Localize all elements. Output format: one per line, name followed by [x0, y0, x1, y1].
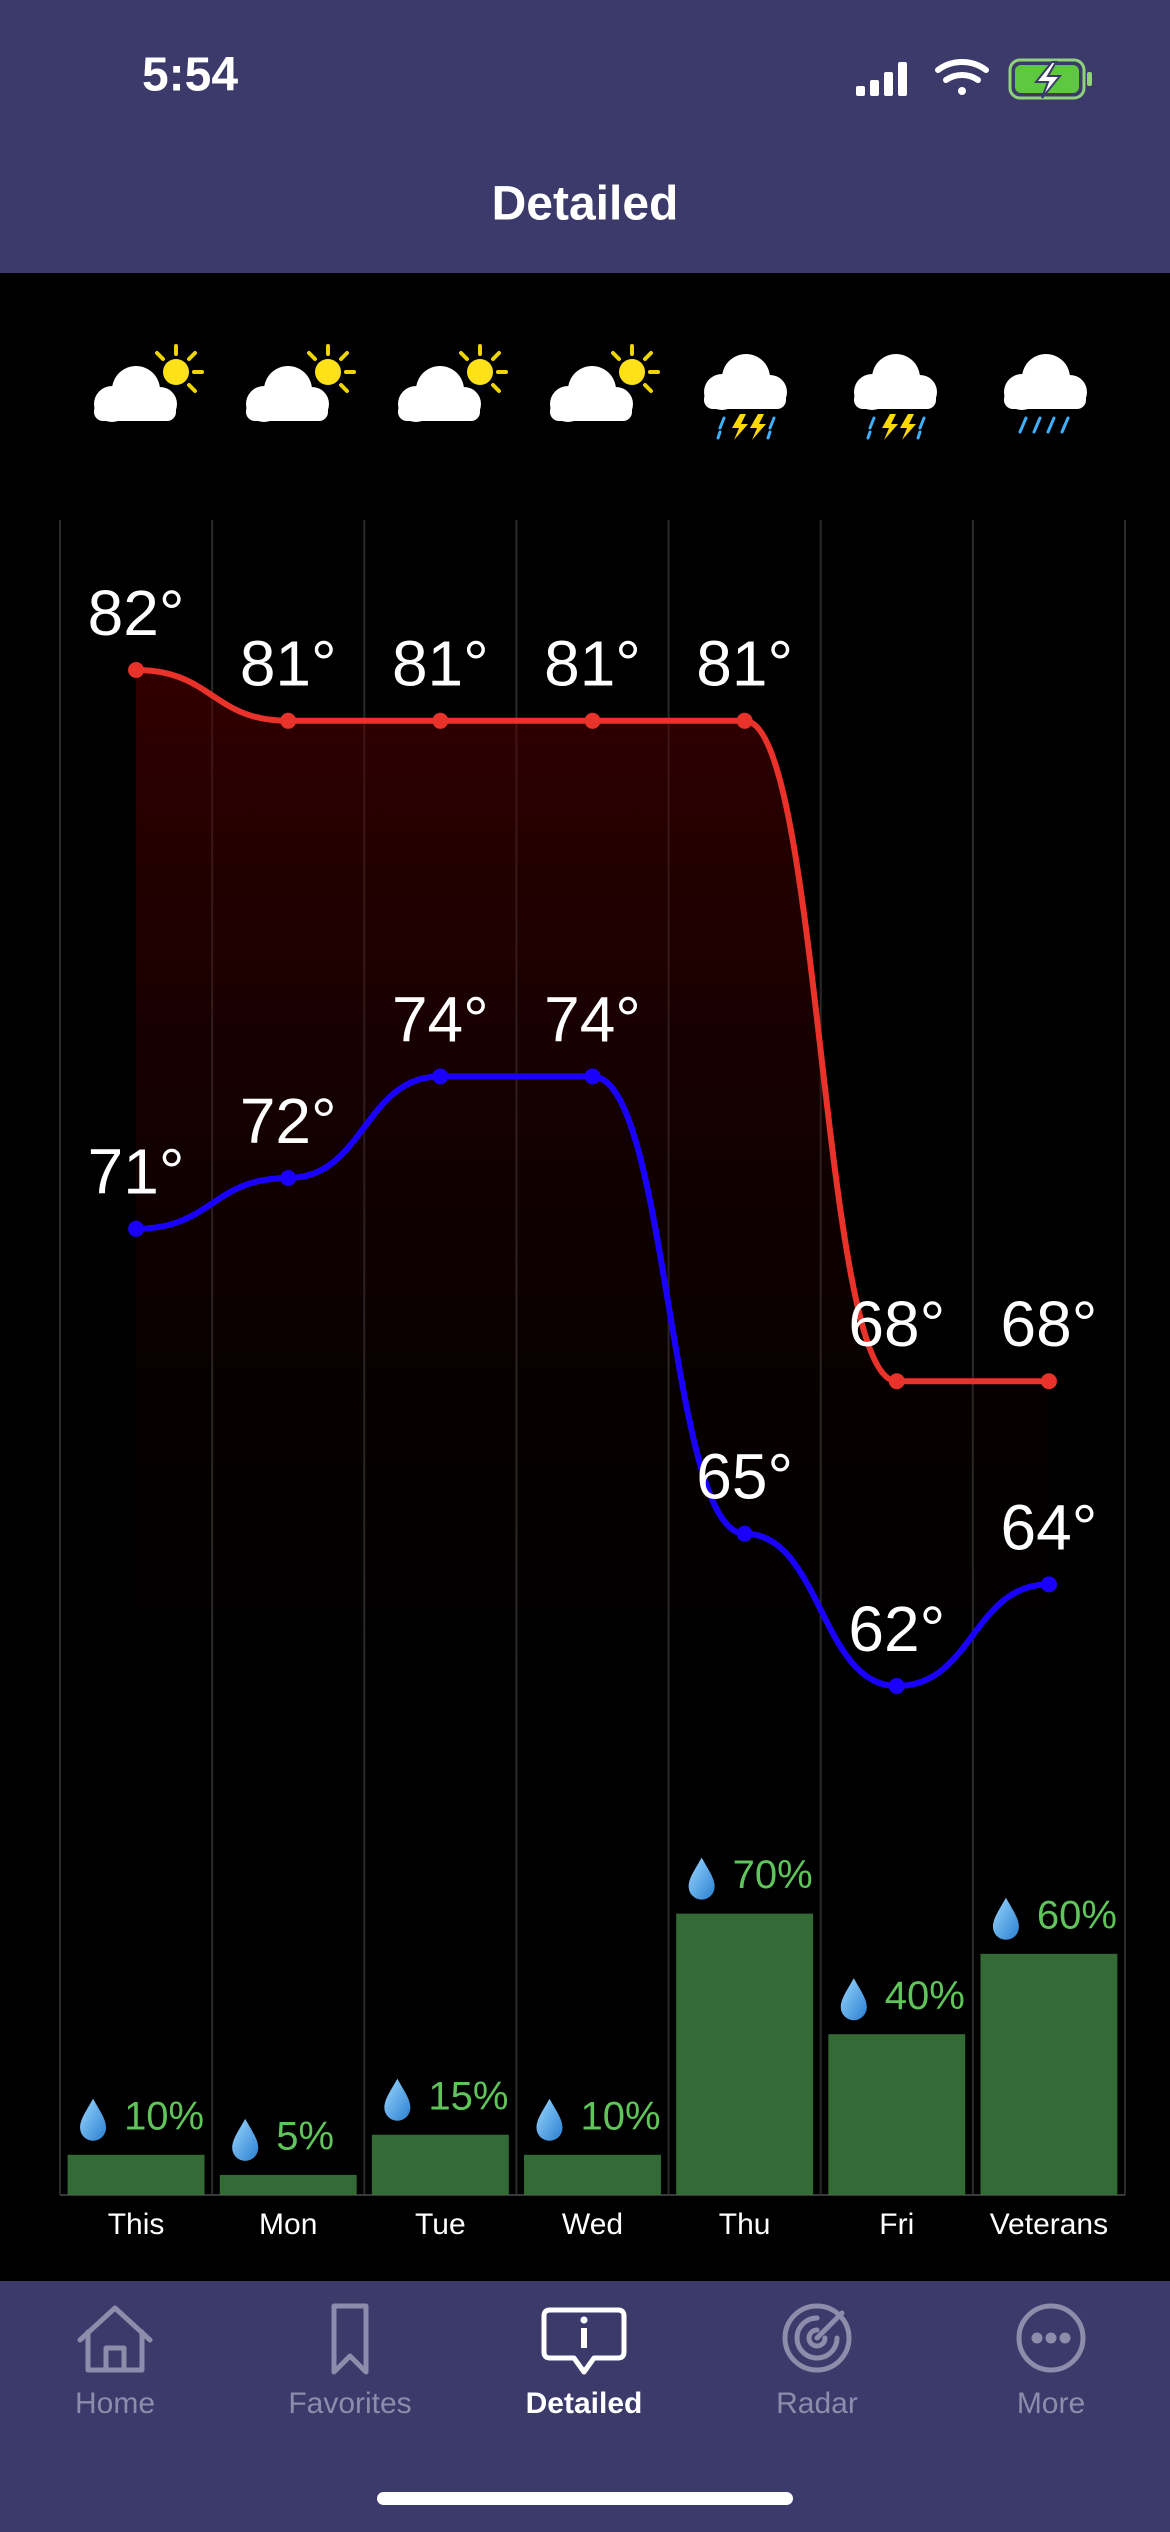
tab-label[interactable]: Home [75, 2387, 155, 2420]
drop-icon [384, 2078, 411, 2121]
chart: 82° 81° 81° 81° 81° 68° 68° 71° 72° 74° 74° 65° 62° 6… [59, 520, 1126, 2241]
tab-label[interactable]: Detailed [526, 2387, 643, 2420]
weather-icons [94, 346, 1087, 440]
x-label: Veterans [990, 2208, 1108, 2241]
weather-icon [246, 346, 354, 422]
x-label: Mon [259, 2208, 317, 2241]
precip-bar [676, 1913, 814, 2195]
precip-bar [219, 2174, 357, 2195]
precip-label: 70% [733, 1853, 813, 1897]
header-title: Detailed [492, 178, 679, 231]
home-indicator [377, 2492, 793, 2505]
temp-label: 68° [848, 1288, 945, 1360]
temp-point [432, 712, 449, 729]
temp-label: 81° [240, 628, 337, 700]
precip-label: 60% [1037, 1893, 1117, 1937]
temp-point [128, 1220, 145, 1237]
weather-icon [94, 346, 202, 422]
tab-icon-more [1016, 2303, 1086, 2373]
temp-label: 81° [392, 628, 489, 700]
wifi-icon [935, 59, 989, 95]
temp-label: 82° [88, 577, 185, 649]
tab-icon-detailed [541, 2307, 627, 2375]
battery-icon [1008, 58, 1092, 100]
temp-label: 65° [696, 1441, 793, 1513]
temp-point [280, 712, 297, 729]
drop-icon [688, 1857, 715, 1900]
precip-label: 5% [276, 2114, 334, 2158]
tab-labels: Home Favorites Detailed Radar More [75, 2387, 1085, 2420]
temp-point [888, 1678, 905, 1694]
tab-label[interactable]: Radar [776, 2387, 858, 2420]
high-area [136, 670, 1049, 1686]
tab-icon-favorites [331, 2303, 369, 2375]
temp-point [128, 662, 145, 678]
header-bg [0, 0, 1170, 273]
tab-label[interactable]: More [1017, 2387, 1085, 2420]
status-time: 5:54 [142, 49, 238, 102]
x-label: Fri [879, 2208, 914, 2241]
drop-icon [80, 2098, 107, 2141]
temp-point [432, 1068, 449, 1085]
x-label: Wed [562, 2208, 623, 2241]
precip-label: 10% [581, 2094, 661, 2138]
weather-icon [704, 354, 787, 440]
weather-icon [398, 346, 506, 422]
drop-icon [536, 2098, 563, 2141]
precip-label: 15% [428, 2074, 508, 2118]
drop-icon [232, 2118, 259, 2161]
temp-label: 81° [544, 628, 641, 700]
temp-label: 74° [392, 983, 489, 1055]
temp-point [280, 1170, 297, 1186]
temp-label: 81° [696, 628, 793, 700]
temp-label: 74° [544, 983, 641, 1055]
temp-point [1040, 1373, 1057, 1390]
temp-point [1040, 1576, 1057, 1593]
precip-label: 10% [124, 2094, 204, 2138]
temp-point [736, 712, 753, 729]
temp-label: 72° [240, 1085, 337, 1157]
temp-label: 62° [848, 1593, 945, 1665]
x-label: Tue [415, 2208, 466, 2241]
temp-label: 68° [1001, 1288, 1098, 1360]
precip-bar [371, 2134, 509, 2195]
weather-icon [550, 346, 658, 422]
x-label: This [108, 2208, 165, 2241]
x-label: Thu [719, 2208, 771, 2241]
weather-icon [854, 354, 937, 440]
drop-icon [992, 1897, 1019, 1940]
temp-point [584, 712, 601, 729]
temp-point [736, 1525, 753, 1542]
tab-icon-home [77, 2305, 153, 2373]
temp-label: 71° [88, 1136, 185, 1208]
tab-icon-radar [782, 2303, 852, 2373]
precip-bar [980, 1953, 1118, 2195]
precip-bar [524, 2154, 661, 2195]
signal-icon [856, 62, 907, 96]
temp-point [584, 1068, 601, 1085]
precip-bar [67, 2154, 205, 2195]
weather-icon [1004, 354, 1087, 432]
precip-bar [828, 2034, 966, 2195]
temp-label: 64° [1001, 1491, 1098, 1563]
drop-icon [840, 1978, 867, 2021]
precip-label: 40% [885, 1974, 965, 2018]
temp-point [888, 1373, 905, 1390]
tab-label[interactable]: Favorites [288, 2387, 411, 2420]
